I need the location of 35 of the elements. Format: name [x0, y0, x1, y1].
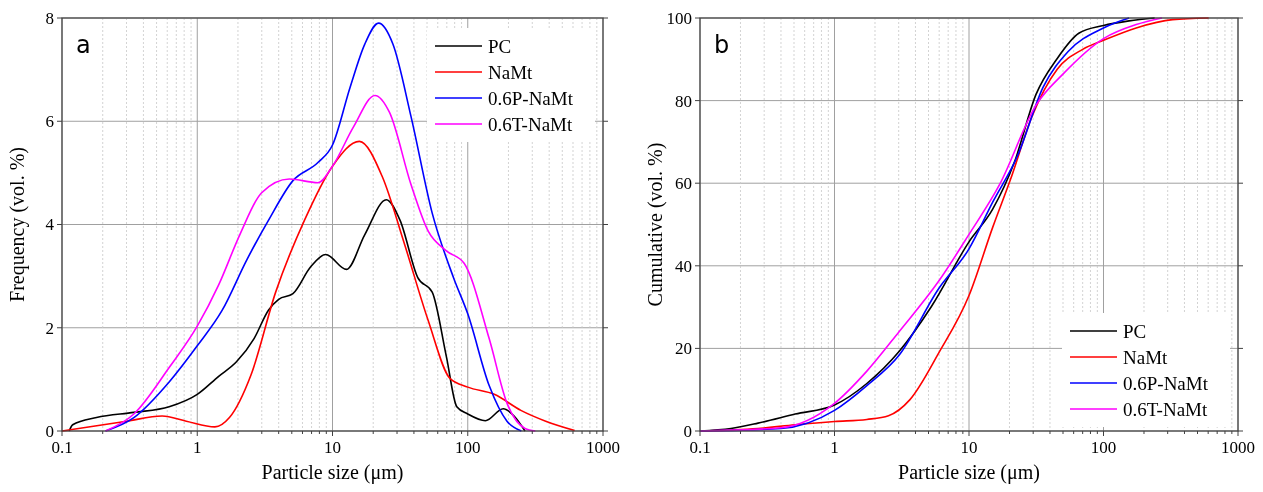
y-tick-label: 2	[45, 318, 54, 338]
x-tick-label: 100	[455, 438, 481, 457]
y-tick-label: 0	[683, 421, 692, 441]
y-tick-label: 0	[45, 421, 54, 441]
x-tick-label: 1	[193, 438, 202, 457]
y-tick-label: 80	[675, 91, 692, 111]
x-tick-label: 1000	[1221, 438, 1255, 457]
x-axis-title: Particle size (μm)	[261, 461, 404, 484]
y-axis-title: Frequency (vol. %)	[6, 147, 29, 302]
x-tick-label: 0.1	[689, 438, 711, 457]
text: a	[76, 31, 91, 59]
y-tick-label: 4	[45, 215, 55, 235]
legend-label: NaMt	[1123, 346, 1169, 368]
legend-label: PC	[488, 35, 512, 57]
y-tick-label: 8	[45, 8, 54, 28]
x-tick-label: 1	[830, 438, 839, 457]
legend-label: NaMt	[488, 61, 534, 83]
y-tick-label: 20	[675, 339, 692, 359]
x-tick-label: 1000	[586, 438, 620, 457]
legend-label: 0.6T-NaMt	[488, 113, 573, 135]
y-tick-label: 60	[675, 174, 692, 194]
y-tick-label: 40	[675, 256, 692, 276]
x-tick-label: 0.1	[51, 438, 73, 457]
x-tick-label: 10	[960, 438, 978, 457]
legend-label: PC	[1123, 320, 1147, 342]
text: b	[714, 31, 730, 59]
x-tick-label: 10	[324, 438, 341, 457]
legend-label: 0.6P-NaMt	[1123, 372, 1209, 394]
x-tick-label: 100	[1090, 438, 1117, 457]
x-axis-title: Particle size (μm)	[898, 461, 1040, 484]
y-tick-label: 6	[45, 112, 54, 132]
y-axis-title: Cumulative (vol. %)	[644, 142, 667, 307]
legend-label: 0.6T-NaMt	[1123, 398, 1208, 420]
legend-label: 0.6P-NaMt	[488, 87, 574, 109]
y-tick-label: 100	[666, 8, 692, 28]
